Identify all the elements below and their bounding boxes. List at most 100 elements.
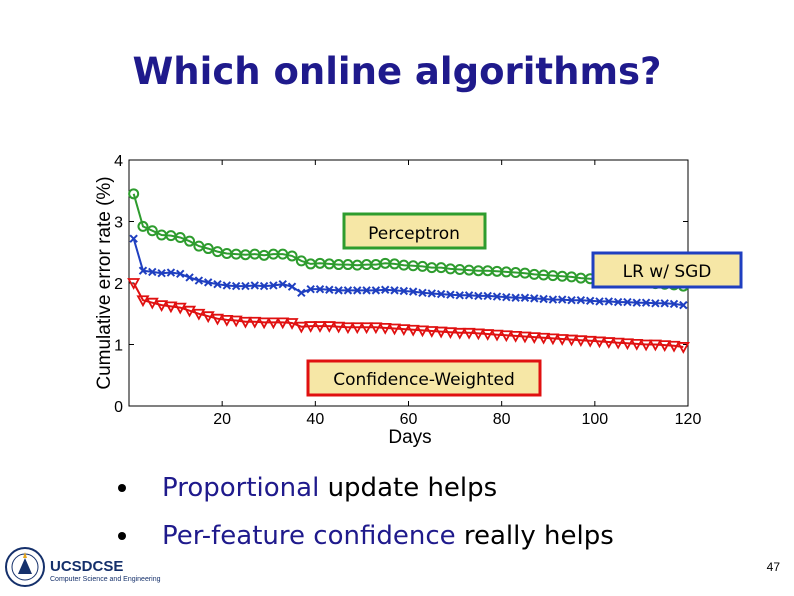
confidence-weighted-point	[136, 295, 150, 308]
confidence-weighted-point	[648, 339, 662, 352]
confidence-weighted-point	[304, 321, 318, 333]
lr-w-sgd-point	[623, 297, 632, 307]
x-tick-label: 80	[493, 411, 511, 428]
y-tick-label: 0	[114, 399, 123, 416]
lr-w-sgd-point	[474, 291, 483, 301]
lr-w-sgd-point	[315, 284, 325, 294]
confidence-weighted-point	[406, 324, 420, 337]
lr-w-sgd-point	[446, 290, 455, 299]
confidence-weighted-point	[453, 327, 467, 340]
confidence-weighted-point	[620, 338, 634, 351]
x-tick-label: 120	[675, 411, 702, 428]
confidence-weighted-point	[238, 316, 252, 329]
y-axis-label: Cumulative error rate (%)	[94, 176, 115, 389]
lr-w-sgd-point	[464, 291, 474, 300]
lr-w-sgd-point	[157, 268, 166, 278]
confidence-weighted-point	[462, 327, 476, 340]
x-tick-label: 100	[581, 411, 608, 428]
confidence-weighted-point	[387, 323, 402, 336]
ucsd-cse-logo: UCSDCSE Computer Science and Engineering	[4, 538, 161, 592]
confidence-weighted-point	[546, 333, 560, 346]
bullet-emphasis: Per-feature confidence	[162, 521, 456, 551]
confidence-weighted-point	[518, 331, 532, 344]
lr-w-sgd-point	[203, 278, 213, 287]
lr-w-sgd-point	[129, 234, 138, 243]
lr-w-sgd-point	[660, 299, 669, 308]
confidence-weighted-point	[509, 330, 523, 343]
confidence-weighted-point	[527, 332, 541, 344]
y-tick-label: 4	[114, 153, 123, 170]
lr-w-sgd-point	[595, 297, 604, 306]
lr-w-sgd-point	[231, 281, 241, 291]
lr-w-sgd-point	[408, 287, 418, 296]
lr-w-sgd-point	[651, 299, 660, 308]
confidence-weighted-point	[630, 338, 644, 351]
confidence-weighted-point	[173, 302, 187, 315]
lr-w-sgd-point	[511, 293, 520, 302]
perceptron-callout-label: Perceptron	[368, 224, 460, 244]
lr-w-sgd-point	[353, 286, 362, 295]
confidence-weighted-line	[132, 282, 684, 348]
confidence-weighted-callout-label: Confidence-Weighted	[333, 370, 515, 390]
bullet-dot-icon	[118, 532, 126, 540]
confidence-weighted-point	[471, 328, 485, 341]
perceptron-point	[174, 231, 186, 243]
confidence-weighted-point	[676, 342, 690, 354]
lr-w-sgd-point	[669, 299, 679, 309]
lr-w-sgd-point	[399, 286, 409, 296]
confidence-weighted-point	[210, 313, 225, 326]
confidence-weighted-point	[183, 305, 197, 318]
lr-w-sgd-point	[679, 300, 688, 310]
bullet-proportional-update: Proportional update helps	[118, 468, 614, 516]
confidence-weighted-point	[415, 325, 430, 338]
lr-w-sgd-point	[632, 298, 641, 307]
lr-w-sgd-point	[297, 288, 306, 298]
confidence-weighted-point	[555, 334, 569, 346]
lr-w-sgd-point	[185, 273, 194, 282]
lr-w-sgd-point	[502, 292, 511, 302]
lr-w-sgd-point	[483, 291, 492, 301]
confidence-weighted-point	[434, 326, 448, 339]
bullet-emphasis: Proportional	[162, 473, 320, 503]
lr-w-sgd-point	[222, 281, 232, 290]
confidence-weighted-point	[639, 339, 653, 352]
confidence-weighted-point	[658, 340, 672, 352]
confidence-weighted-point	[667, 340, 681, 353]
lr-w-sgd-point	[539, 294, 548, 304]
confidence-weighted-point	[145, 297, 159, 310]
confidence-weighted-point	[294, 321, 308, 334]
lr-w-sgd-point	[343, 286, 353, 295]
confidence-weighted-point	[155, 300, 169, 312]
perceptron-point	[184, 235, 196, 247]
bullet-text: update helps	[319, 473, 498, 503]
x-axis-label: Days	[388, 427, 431, 448]
confidence-weighted-point	[481, 329, 495, 341]
confidence-weighted-point	[192, 308, 206, 321]
lr-w-sgd-point	[641, 298, 651, 307]
x-tick-label: 20	[213, 411, 231, 428]
lr-w-sgd-point	[362, 286, 371, 295]
confidence-weighted-point	[127, 278, 141, 290]
confidence-weighted-point	[332, 321, 346, 334]
confidence-weighted-point	[257, 317, 271, 330]
confidence-weighted-point	[397, 324, 411, 336]
confidence-weighted-point	[360, 322, 374, 335]
lr-w-sgd-point	[558, 295, 567, 304]
bullet-dot-icon	[118, 484, 126, 492]
logo-wordmark: UCSDCSE	[50, 558, 124, 575]
lr-w-sgd-point	[613, 297, 623, 307]
x-tick-label: 40	[306, 411, 324, 428]
lr-w-sgd-point	[306, 284, 315, 294]
lr-w-sgd-point	[567, 296, 576, 305]
lr-w-sgd-point	[371, 286, 381, 295]
lr-w-sgd-point	[548, 295, 558, 304]
lr-w-sgd-point	[325, 285, 334, 294]
lr-w-sgd-point	[287, 282, 297, 291]
lr-w-sgd-point	[381, 285, 390, 294]
confidence-weighted-point	[220, 315, 234, 327]
confidence-weighted-point	[369, 322, 383, 335]
confidence-weighted-callout: Confidence-Weighted	[306, 359, 542, 397]
y-tick-label: 2	[114, 276, 123, 293]
confidence-weighted-point	[499, 330, 513, 343]
confidence-weighted-point	[350, 322, 364, 335]
